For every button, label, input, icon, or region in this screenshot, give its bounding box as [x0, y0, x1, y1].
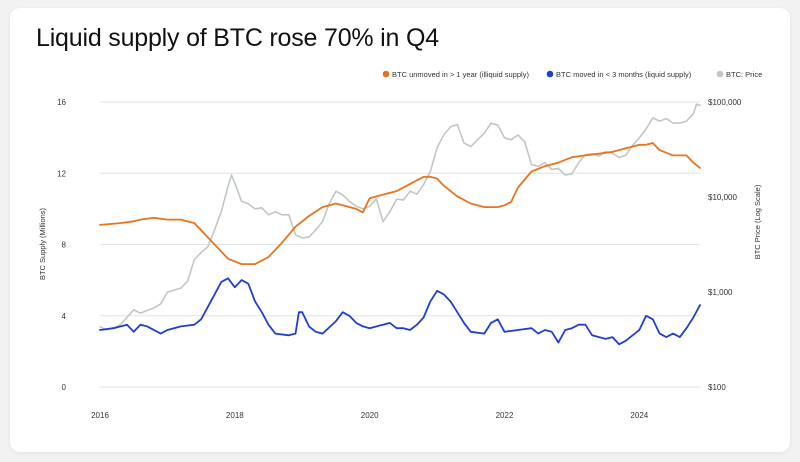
legend-label: BTC unmoved in > 1 year (illiquid supply…: [392, 70, 529, 79]
y-tick-label: 16: [57, 98, 66, 107]
x-tick-label: 2018: [226, 411, 244, 420]
liquid-supply-line: [99, 277, 701, 346]
legend-label: BTC moved in < 3 months (liquid supply): [556, 70, 692, 79]
x-tick-label: 2022: [496, 411, 514, 420]
y-tick-label: 4: [62, 312, 67, 321]
y2-tick-label: $100: [708, 383, 726, 392]
x-tick-label: 2020: [361, 411, 379, 420]
y-tick-label: 12: [57, 169, 66, 178]
y2-tick-label: $1,000: [708, 288, 733, 297]
x-tick-label: 2016: [91, 411, 109, 420]
y2-tick-label: $100,000: [708, 98, 742, 107]
legend-marker: [546, 70, 554, 78]
illiquid-supply-line: [99, 142, 701, 265]
legend-marker: [716, 70, 724, 78]
legend-label: BTC: Price: [726, 70, 762, 79]
y-tick-label: 8: [62, 241, 67, 250]
x-tick-label: 2024: [630, 411, 648, 420]
y2-tick-label: $10,000: [708, 193, 737, 202]
legend-marker: [382, 70, 390, 78]
y-axis-label: BTC Supply (Millions): [38, 207, 47, 280]
chart-title: Liquid supply of BTC rose 70% in Q4: [36, 24, 439, 52]
price-line: [99, 103, 701, 331]
y-tick-label: 0: [62, 383, 67, 392]
chart-card: [10, 8, 790, 452]
y2-axis-label: BTC Price (Log Scale): [753, 184, 762, 259]
